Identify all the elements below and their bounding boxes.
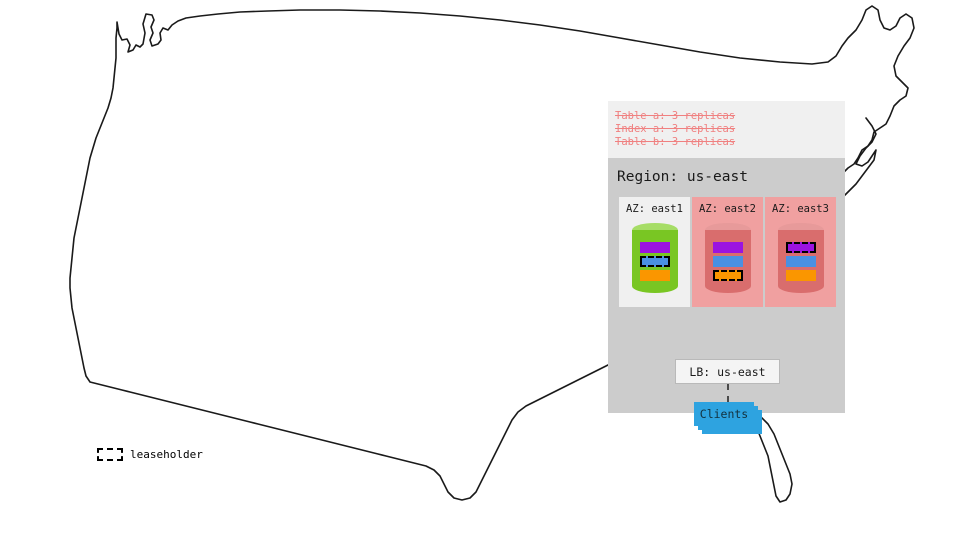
legend-label: leaseholder (130, 448, 203, 461)
az-label-east2: AZ: east2 (699, 203, 756, 215)
range-index-a-east1-leaseholder (639, 256, 670, 267)
az-label-east1: AZ: east1 (626, 203, 683, 215)
range-index-a-east2 (712, 256, 743, 267)
database-cylinder-east2 (704, 223, 751, 293)
region-us-east: Region: us-east AZ: east1 AZ: (608, 158, 845, 434)
range-table-b-east3 (785, 270, 816, 281)
schema-replica-summary: Table a: 3 replicas Index a: 3 replicas … (608, 101, 845, 158)
load-balancer-client-connector (727, 384, 729, 402)
clients-card-front: Clients (694, 402, 754, 426)
range-table-a-east3-leaseholder (785, 242, 816, 253)
database-cylinder-east3 (777, 223, 824, 293)
schema-line-table-b: Table b: 3 replicas (615, 136, 736, 148)
us-map-florida-detail (753, 415, 793, 503)
load-balancer-label: LB: us-east (689, 364, 766, 379)
schema-line-index-a: Index a: 3 replicas (615, 123, 736, 135)
range-index-a-east3 (785, 256, 816, 267)
dashed-rectangle-icon (97, 448, 123, 461)
range-stack-east2 (705, 237, 751, 286)
legend-leaseholder: leaseholder (97, 448, 203, 461)
range-table-b-east1 (639, 270, 670, 281)
range-stack-east1 (632, 237, 678, 286)
clients-label: Clients (699, 407, 749, 421)
region-panel: Table a: 3 replicas Index a: 3 replicas … (608, 101, 845, 434)
us-map-east-coast-detail (843, 117, 877, 197)
availability-zone-east3[interactable]: AZ: east3 (765, 197, 836, 307)
az-label-east3: AZ: east3 (772, 203, 829, 215)
region-title: Region: us-east (617, 169, 748, 185)
range-table-a-east2 (712, 242, 743, 253)
range-stack-east3 (778, 237, 824, 286)
availability-zone-row: AZ: east1 AZ: east2 (619, 197, 836, 307)
load-balancer-us-east[interactable]: LB: us-east (675, 359, 780, 384)
range-table-b-east2-leaseholder (712, 270, 743, 281)
clients-stack[interactable]: Clients (694, 402, 762, 434)
availability-zone-east2[interactable]: AZ: east2 (692, 197, 763, 307)
availability-zone-east1[interactable]: AZ: east1 (619, 197, 690, 307)
database-cylinder-east1 (631, 223, 678, 293)
schema-line-table-a: Table a: 3 replicas (615, 110, 736, 122)
range-table-a-east1 (639, 242, 670, 253)
